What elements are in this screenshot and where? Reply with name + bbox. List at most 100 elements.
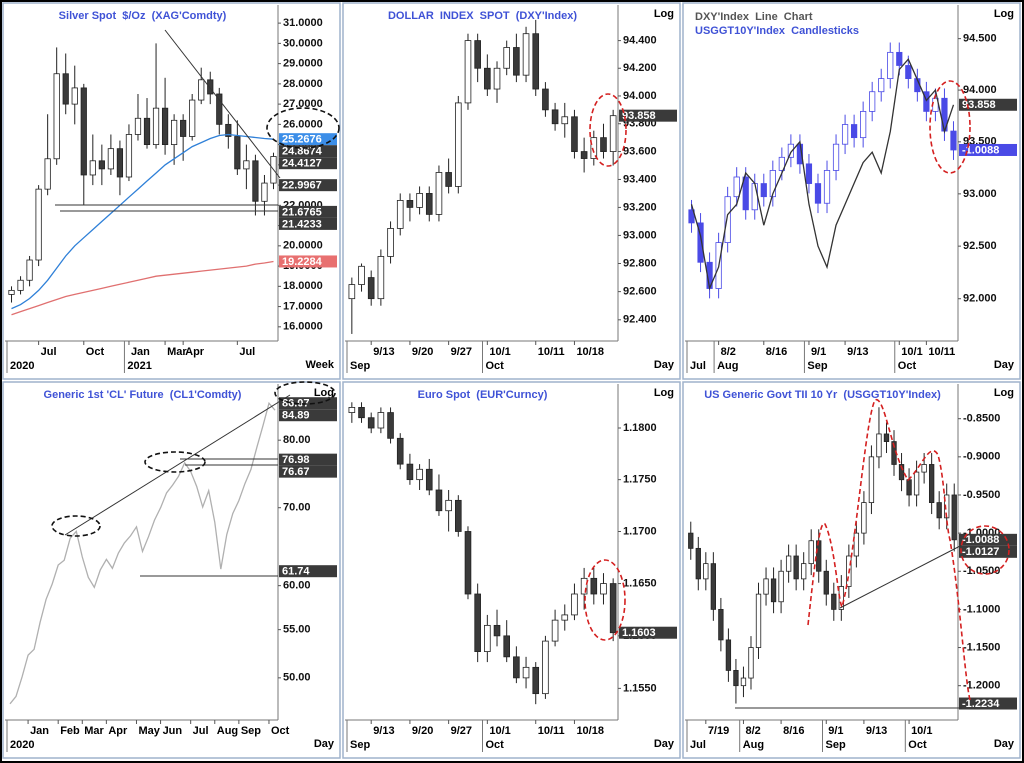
chart-title: Silver Spot $/Oz (XAG'Comdty): [59, 10, 227, 22]
x-tick-label: Jul: [239, 346, 255, 358]
candle-body: [590, 577, 598, 595]
x-tick-label: Apr: [185, 346, 205, 358]
candle-body: [8, 289, 15, 295]
y-tick-label: 92.000: [963, 293, 997, 305]
candle-body: [936, 502, 942, 519]
x-period-label: Jul: [690, 360, 706, 372]
candle-body: [778, 570, 784, 603]
period-label: Day: [314, 738, 335, 750]
candle-body: [252, 160, 259, 202]
x-tick-label: 8/2: [721, 346, 736, 358]
x-tick-label: 10/11: [928, 346, 955, 358]
candle-body: [474, 593, 481, 652]
panel-frame: [342, 2, 681, 380]
price-label-box: [279, 145, 337, 158]
price-label-box: [279, 397, 337, 410]
x-tick-label: Jun: [163, 725, 183, 737]
candle-body: [770, 578, 777, 603]
y-tick-label: 94.000: [623, 90, 657, 102]
price-label: 25.2676: [282, 134, 322, 146]
x-tick-label: Apr: [108, 725, 128, 737]
annotation-ellipse: [274, 381, 336, 405]
candle-body: [571, 116, 578, 152]
candle-body: [710, 563, 717, 610]
y-tick-label: -0.9500: [963, 489, 1000, 501]
candle-body: [189, 99, 196, 137]
price-label-box: [279, 565, 337, 578]
price-label-box: [619, 626, 677, 639]
price-label-box: [279, 179, 337, 192]
scale-label: Log: [994, 387, 1014, 399]
x-period-label: Oct: [898, 360, 917, 372]
x-tick-label: Oct: [271, 725, 290, 737]
x-tick-label: Jul: [41, 346, 57, 358]
candle-body: [724, 196, 731, 243]
x-period-label: Sep: [807, 360, 827, 372]
candle-body: [522, 33, 530, 76]
chart-title: Euro Spot (EUR'Curncy): [418, 389, 548, 401]
candle-body: [928, 464, 935, 504]
candle-body: [733, 176, 740, 198]
candle-body: [740, 677, 747, 687]
candle-body: [474, 40, 481, 69]
candle-body: [484, 624, 491, 652]
chart-title: Generic 1st 'CL' Future (CL1'Comdty): [44, 389, 242, 401]
price-label-box: [959, 533, 1017, 546]
price-label: -1.0127: [962, 546, 999, 558]
candle-body: [435, 489, 443, 512]
x-tick-label: Sep: [241, 725, 261, 737]
candle-body: [377, 256, 385, 300]
annotation-line: [839, 544, 963, 609]
price-label-box: [959, 98, 1017, 111]
candle-body: [600, 583, 607, 595]
x-tick-label: 10/1: [489, 346, 510, 358]
x-tick-label: Mar: [84, 725, 104, 737]
candle-body: [532, 666, 540, 695]
candle-body: [571, 593, 578, 616]
chart-title: DOLLAR INDEX SPOT (DXY'Index): [388, 10, 577, 22]
candle-body: [161, 107, 169, 146]
price-line: [11, 260, 274, 316]
x-period-label: Oct: [486, 360, 505, 372]
x-period-label: Oct: [908, 739, 927, 751]
annotation-line: [164, 29, 281, 179]
candle-body: [396, 200, 404, 229]
candle-body: [98, 160, 105, 170]
y-tick-label: 27.0000: [283, 98, 323, 110]
y-tick-label: -1.0500: [963, 565, 1000, 577]
candle-body: [853, 532, 860, 557]
annotation-ellipse: [144, 451, 206, 473]
y-tick-label: 92.600: [623, 286, 657, 298]
candle-body: [261, 182, 268, 202]
y-tick-label: 1.1550: [623, 682, 657, 694]
annotation-ellipse: [929, 80, 971, 174]
candle-body: [869, 91, 876, 112]
y-tick-label: 93.200: [623, 201, 657, 213]
scale-label: Log: [994, 8, 1014, 20]
y-tick-label: -0.9000: [963, 451, 1000, 463]
x-tick-label: 9/1: [828, 725, 843, 737]
candle-body: [454, 499, 462, 532]
y-tick-label: 28.0000: [283, 78, 323, 90]
price-label-box: [619, 109, 677, 122]
price-label: 76.98: [282, 454, 310, 466]
y-tick-label: -1.1500: [963, 641, 1000, 653]
x-tick-label: May: [138, 725, 160, 737]
candle-body: [125, 134, 133, 178]
candle-body: [358, 407, 365, 419]
price-label-box: [279, 205, 337, 218]
chart-title: DXY'Index Line Chart: [695, 11, 813, 23]
candle-body: [898, 464, 905, 481]
candle-body: [358, 265, 365, 285]
annotation-ellipse: [589, 93, 627, 167]
candle-body: [841, 124, 849, 145]
annotation-ellipse: [584, 559, 626, 641]
period-label: Day: [654, 738, 675, 750]
x-tick-label: 9/27: [451, 725, 472, 737]
x-tick-label: 9/20: [412, 346, 433, 358]
y-tick-label: 1.1650: [623, 577, 657, 589]
candle-body: [445, 499, 452, 512]
candle-body: [116, 148, 124, 178]
candle-body: [823, 170, 831, 204]
candle-body: [425, 468, 433, 491]
